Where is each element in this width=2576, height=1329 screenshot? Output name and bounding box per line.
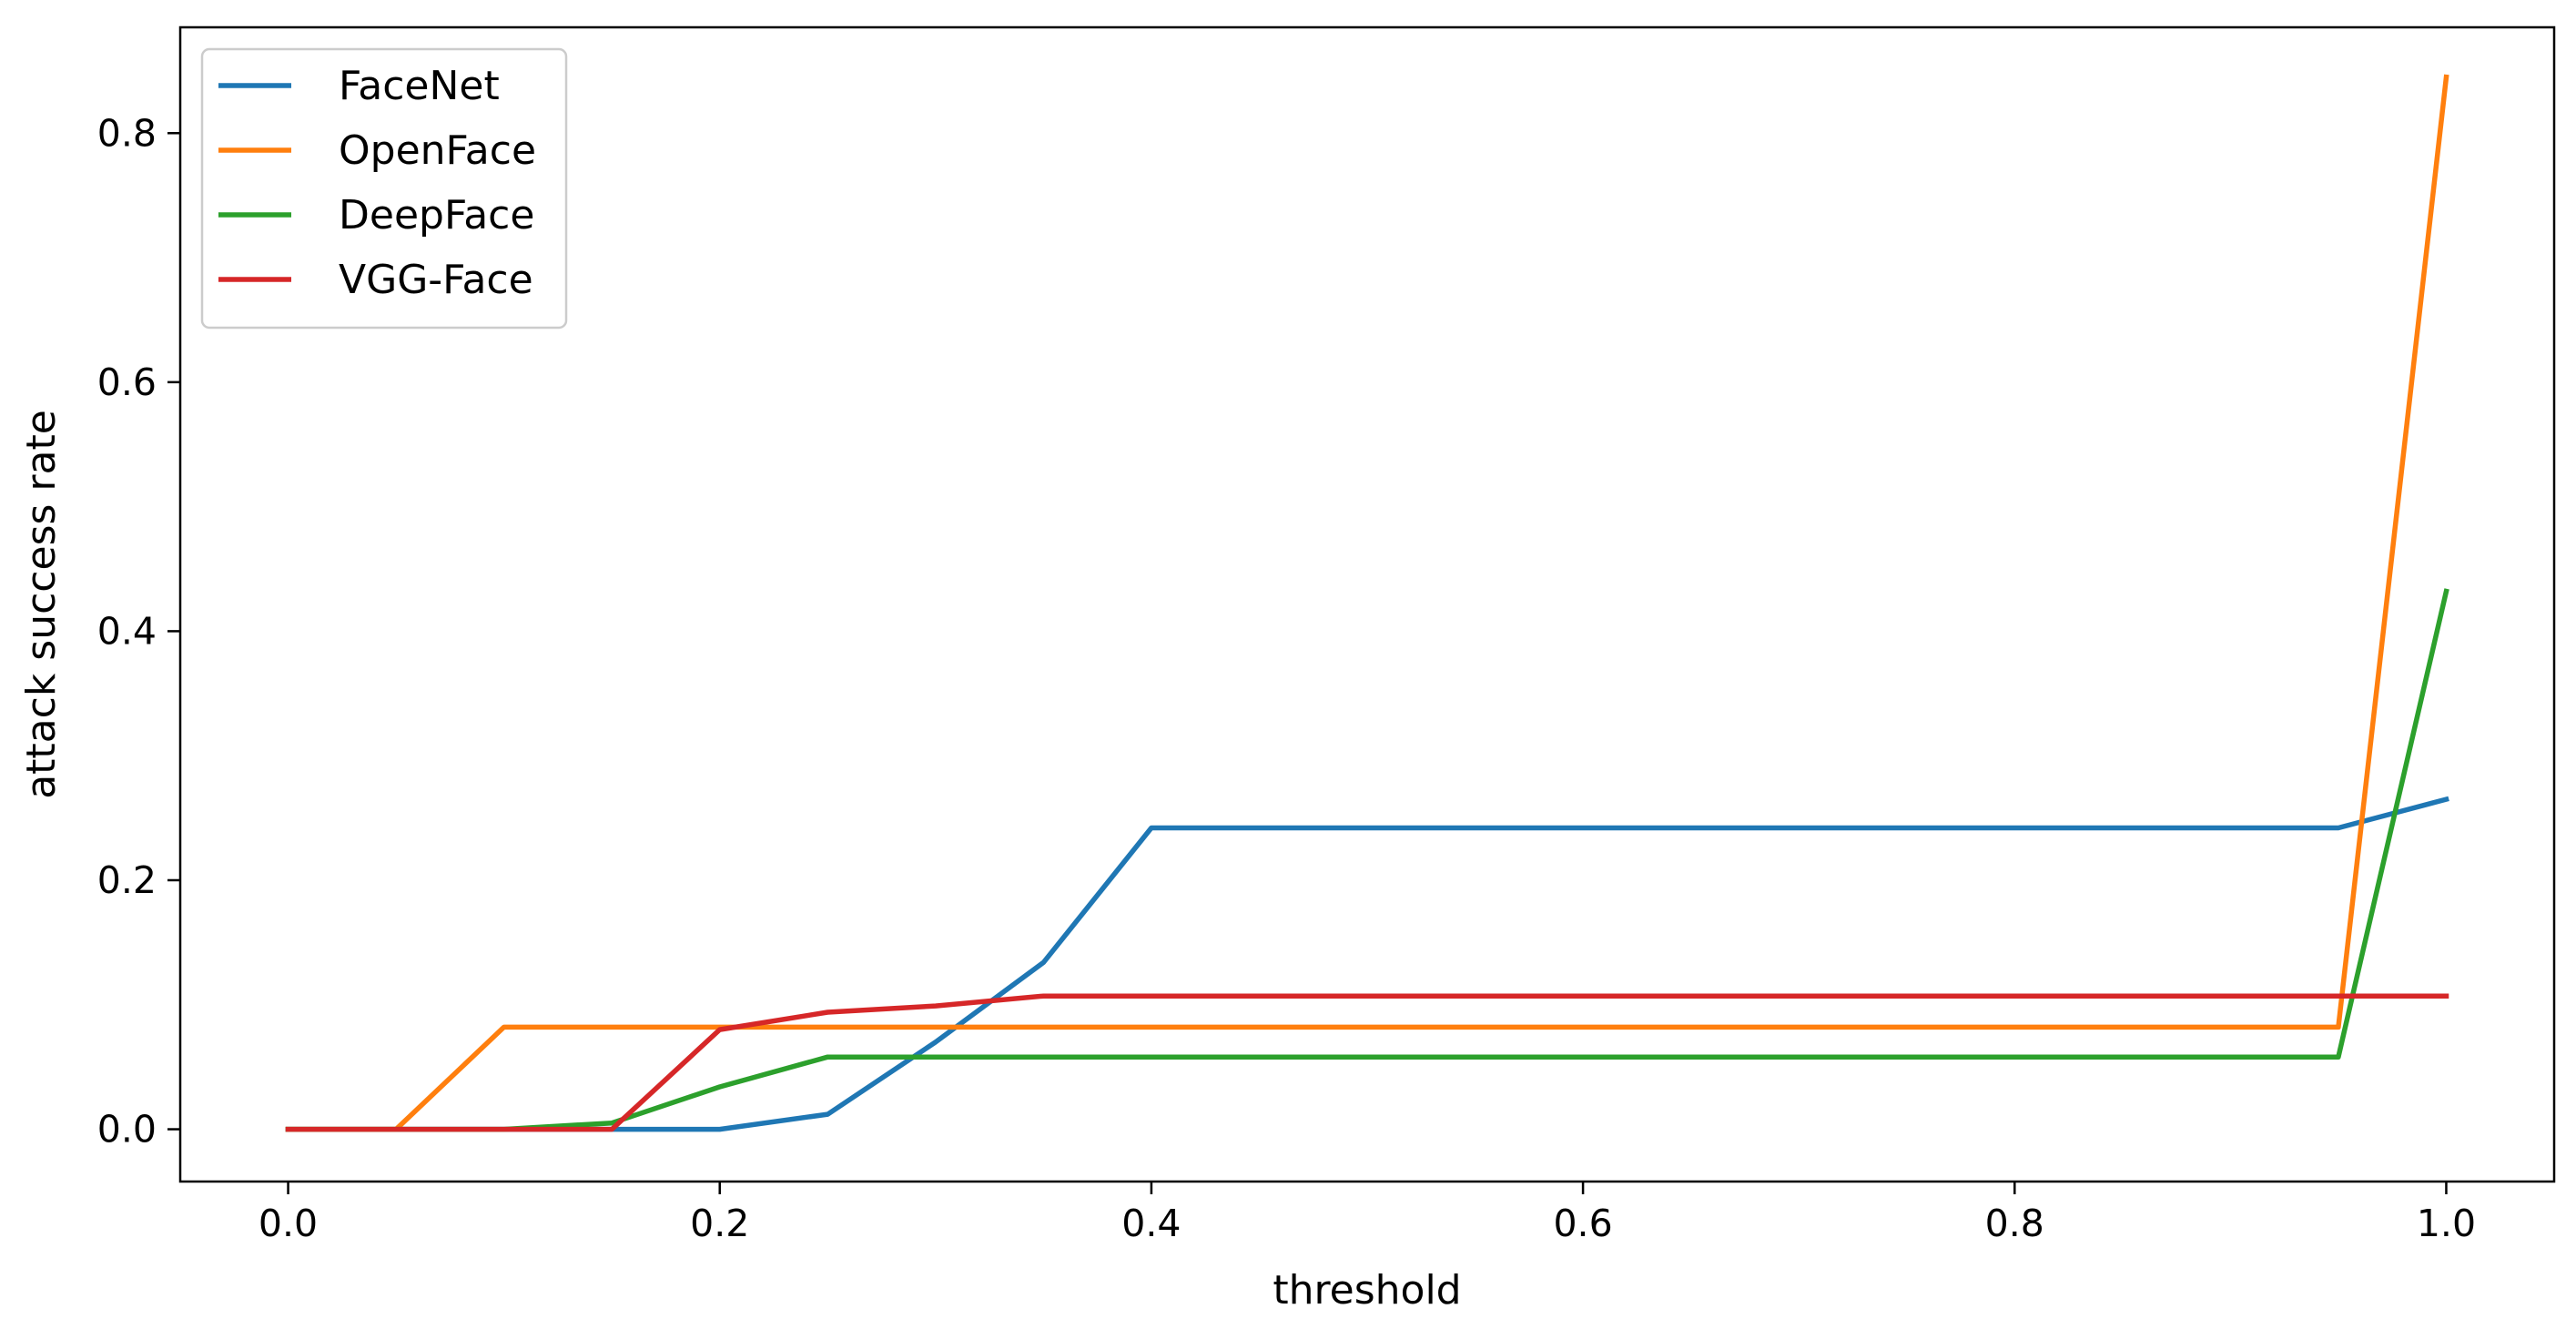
y-axis: 0.0 0.2 0.4 0.6 0.8 — [97, 111, 180, 1151]
x-axis-label: threshold — [1273, 1267, 1461, 1314]
series-line-openface — [285, 74, 2449, 1132]
legend-box — [200, 47, 568, 330]
x-tick-label: 1.0 — [2417, 1202, 2476, 1245]
series-line-deepface — [285, 588, 2449, 1132]
series-line-vgg-face — [285, 993, 2449, 1132]
legend-label: VGG-Face — [339, 257, 533, 303]
x-tick-label: 0.6 — [1553, 1202, 1612, 1245]
legend-label: FaceNet — [339, 63, 500, 109]
y-tick-label: 0.8 — [97, 111, 157, 155]
y-tick-label: 0.6 — [97, 360, 157, 404]
y-tick-label: 0.0 — [97, 1108, 157, 1151]
legend-label: OpenFace — [339, 127, 536, 174]
x-tick-label: 0.4 — [1121, 1202, 1181, 1245]
legend: FaceNet OpenFace DeepFace VGG-Face — [200, 47, 568, 330]
legend-label: DeepFace — [339, 192, 534, 238]
x-axis: 0.0 0.2 0.4 0.6 0.8 1.0 — [259, 1182, 2476, 1245]
x-tick-label: 0.2 — [690, 1202, 749, 1245]
plot-area-frame — [178, 25, 2556, 1183]
y-axis-label: attack success rate — [18, 410, 65, 799]
x-tick-label: 0.0 — [259, 1202, 318, 1245]
y-tick-label: 0.2 — [97, 858, 157, 902]
y-tick-label: 0.4 — [97, 609, 157, 653]
x-tick-label: 0.8 — [1985, 1202, 2044, 1245]
series-line-facenet — [285, 796, 2449, 1132]
series-lines — [285, 74, 2449, 1132]
